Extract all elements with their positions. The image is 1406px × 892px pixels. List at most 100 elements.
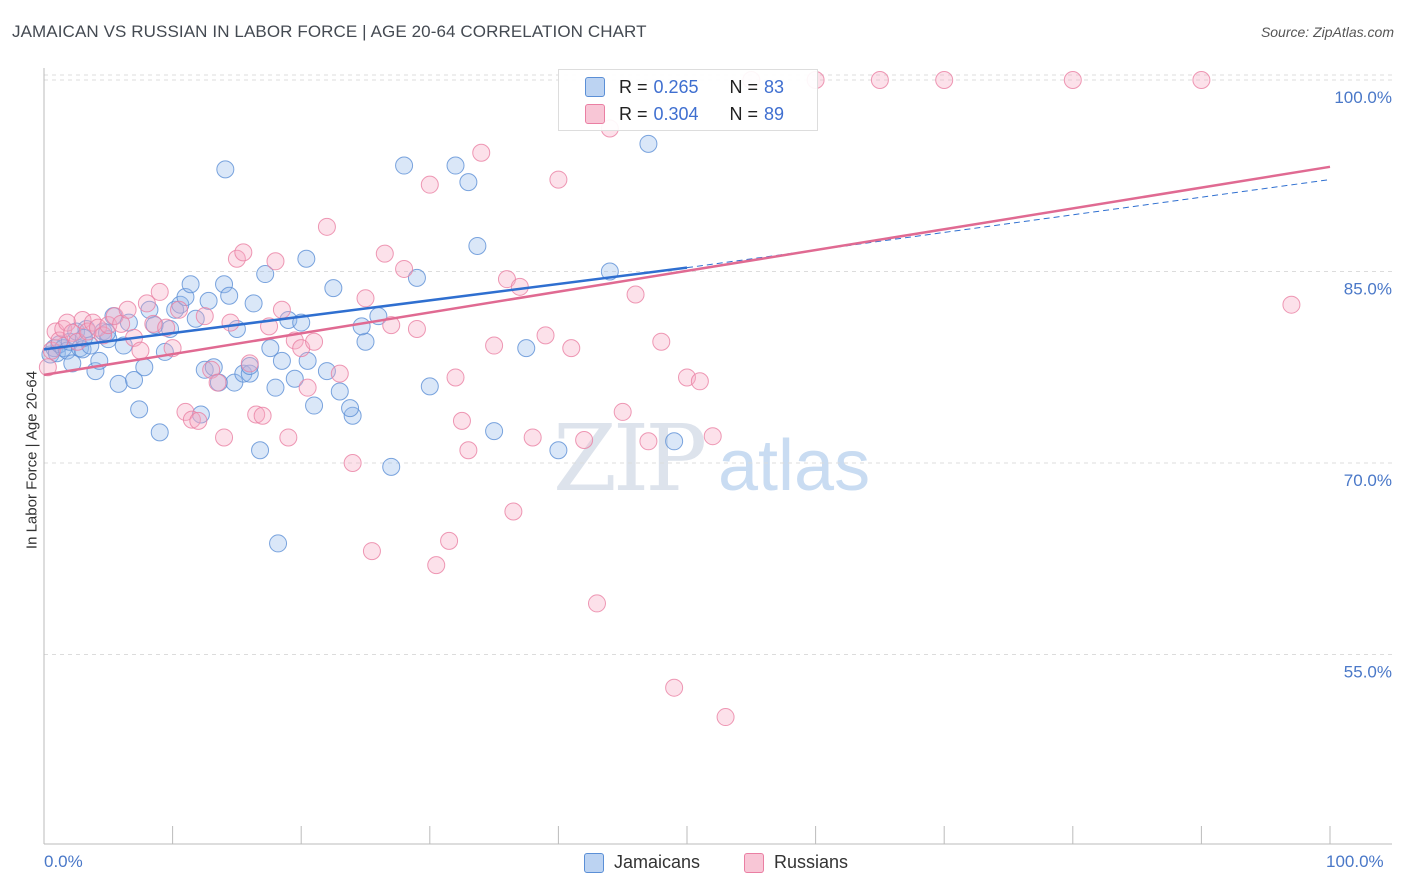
- russians-point: [452, 411, 471, 430]
- y-tick-label: 70.0%: [1344, 471, 1392, 490]
- russians-point: [362, 542, 381, 561]
- russians-point: [613, 402, 632, 421]
- jamaicans-point: [305, 396, 324, 415]
- russians-point: [266, 252, 285, 271]
- russians-point: [587, 594, 606, 613]
- y-tick-label: 55.0%: [1344, 663, 1392, 682]
- x-tick-min: 0.0%: [44, 852, 83, 871]
- source-label: Source: ZipAtlas.com: [1260, 24, 1394, 40]
- jamaicans-point: [256, 265, 275, 284]
- russians-point: [73, 311, 92, 330]
- jamaicans-point: [459, 173, 478, 192]
- russians-point: [472, 143, 491, 162]
- jamaicans-point: [199, 291, 218, 310]
- russians-point: [279, 428, 298, 447]
- jamaicans-point: [324, 279, 343, 298]
- russians-point: [78, 322, 97, 341]
- jamaicans-point: [166, 300, 185, 319]
- russians-point: [382, 316, 401, 335]
- jamaicans-point: [181, 275, 200, 294]
- jamaicans-point: [125, 371, 144, 390]
- jamaicans-point: [240, 364, 259, 383]
- jamaicans-point: [395, 156, 414, 175]
- russians-point: [118, 300, 137, 319]
- jamaicans-point: [215, 275, 234, 294]
- russians-point: [157, 318, 176, 337]
- legend-item-russians[interactable]: Russians: [744, 852, 848, 873]
- russians-point: [356, 289, 375, 308]
- russians-point: [639, 432, 658, 451]
- russians-point: [575, 431, 594, 450]
- legend-row-jamaicans: R = 0.265 N = 83: [585, 76, 784, 98]
- jamaicans-point: [114, 336, 133, 355]
- jamaicans-legend-label: Jamaicans: [614, 852, 701, 872]
- russians-point: [395, 259, 414, 278]
- jamaicans-point: [420, 377, 439, 396]
- russians-point: [690, 372, 709, 391]
- russians-point: [189, 411, 208, 430]
- r-value: 0.304: [653, 103, 699, 124]
- russians-point: [298, 378, 317, 397]
- jamaicans-point: [130, 400, 149, 419]
- jamaicans-point: [356, 332, 375, 351]
- russians-point: [536, 326, 555, 345]
- jamaicans-point: [285, 369, 304, 388]
- russians-point: [1282, 295, 1301, 314]
- russians-point: [99, 316, 118, 335]
- jamaicans-point: [216, 160, 235, 179]
- russians-swatch: [585, 104, 605, 124]
- jamaicans-trend-line: [43, 266, 688, 351]
- russians-point: [58, 313, 77, 332]
- russians-point: [562, 339, 581, 358]
- jamaicans-point: [341, 399, 360, 418]
- jamaicans-point: [109, 374, 128, 393]
- jamaicans-point: [135, 358, 154, 377]
- x-tick-max: 100.0%: [1326, 852, 1384, 871]
- russians-point: [221, 313, 240, 332]
- russians-point: [626, 285, 645, 304]
- jamaicans-swatch: [585, 77, 605, 97]
- jamaicans-legend-swatch: [584, 852, 604, 873]
- jamaicans-point: [382, 457, 401, 476]
- russians-point: [63, 323, 82, 342]
- russians-point: [317, 217, 336, 236]
- russians-trend-line: [43, 165, 1331, 377]
- jamaicans-trend-extension: [686, 179, 1331, 269]
- russians-point: [240, 354, 259, 373]
- jamaicans-point: [251, 441, 270, 460]
- russians-point: [703, 427, 722, 446]
- russians-point: [504, 502, 523, 521]
- russians-point: [208, 373, 227, 392]
- jamaicans-point: [485, 422, 504, 441]
- russians-point: [446, 368, 465, 387]
- legend-item-jamaicans[interactable]: Jamaicans: [584, 852, 700, 873]
- russians-legend-label: Russians: [774, 852, 849, 872]
- jamaicans-point: [269, 534, 288, 553]
- russians-point: [510, 277, 529, 296]
- watermark-atlas: atlas: [718, 426, 871, 506]
- jamaicans-point: [272, 351, 291, 370]
- chart-title: JAMAICAN VS RUSSIAN IN LABOR FORCE | AGE…: [12, 22, 647, 41]
- russians-point: [523, 428, 542, 447]
- russians-point: [935, 71, 954, 89]
- russians-point: [195, 307, 214, 326]
- jamaicans-point: [63, 354, 82, 373]
- russians-point: [176, 402, 195, 421]
- russians-point: [94, 326, 113, 345]
- russians-point: [272, 300, 291, 319]
- jamaicans-point: [330, 382, 349, 401]
- russians-point: [665, 678, 684, 697]
- jamaicans-point: [244, 294, 263, 313]
- y-tick-label: 100.0%: [1334, 88, 1392, 107]
- russians-point: [420, 175, 439, 194]
- russians-point: [549, 170, 568, 189]
- n-value: 83: [764, 76, 785, 97]
- russians-point: [870, 71, 889, 89]
- jamaicans-point: [407, 268, 426, 287]
- russians-point: [131, 341, 150, 360]
- russians-point: [459, 441, 478, 460]
- russians-point: [407, 319, 426, 338]
- r-value: 0.265: [653, 76, 699, 97]
- r-label: R =: [619, 76, 648, 97]
- r-label: R =: [619, 103, 648, 124]
